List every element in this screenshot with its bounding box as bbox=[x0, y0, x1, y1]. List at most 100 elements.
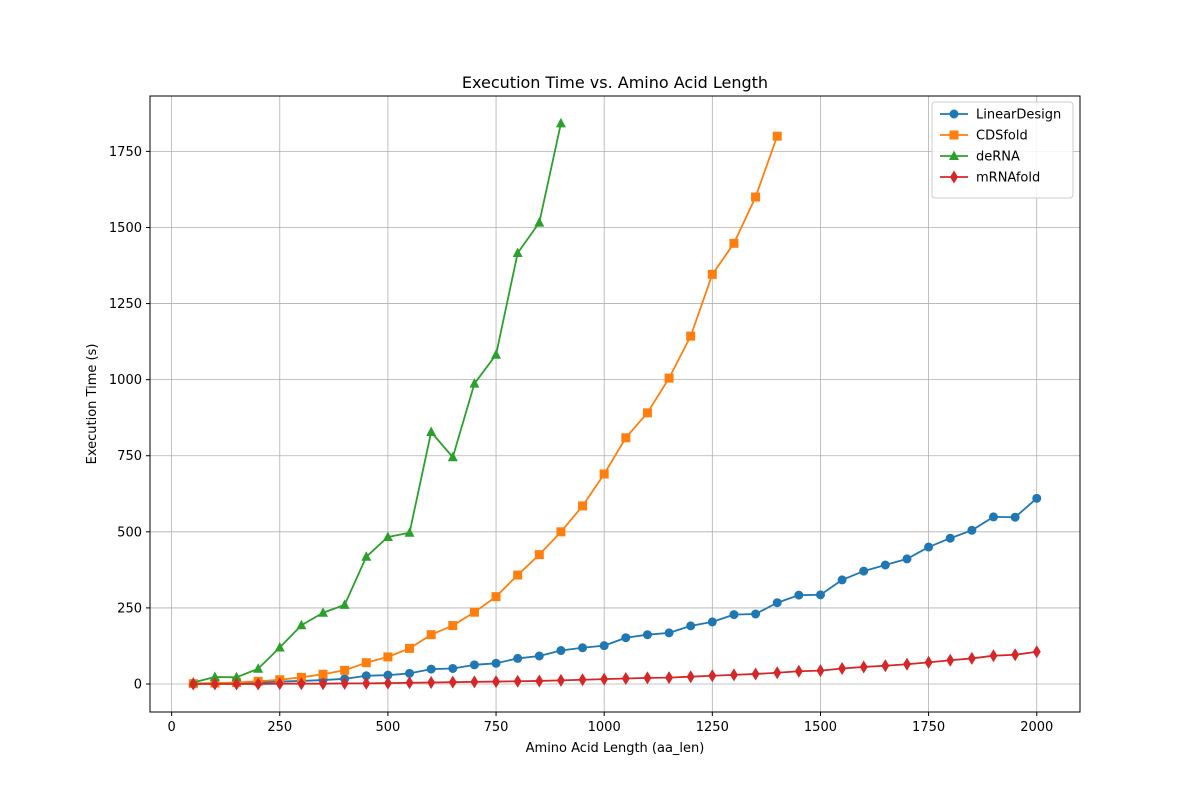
data-point-lineardesign bbox=[642, 630, 652, 640]
data-point-lineardesign bbox=[383, 670, 393, 680]
data-point-cdsfold bbox=[448, 621, 458, 631]
legend-item-mrnafold: mRNAfold bbox=[940, 170, 1040, 186]
data-point-lineardesign bbox=[837, 575, 847, 585]
data-point-lineardesign bbox=[924, 542, 934, 552]
data-point-mrnafold bbox=[816, 664, 825, 678]
data-point-mrnafold bbox=[362, 676, 371, 690]
data-point-derna bbox=[253, 663, 264, 673]
legend-item-cdsfold: CDSfold bbox=[940, 129, 1028, 144]
legend-item-derna: deRNA bbox=[940, 150, 1020, 165]
data-point-cdsfold bbox=[491, 592, 501, 602]
data-point-derna bbox=[339, 599, 350, 609]
data-point-mrnafold bbox=[254, 677, 263, 691]
data-point-cdsfold bbox=[621, 433, 631, 443]
legend-marker-derna bbox=[949, 150, 959, 160]
data-point-derna bbox=[361, 551, 372, 561]
data-point-derna bbox=[382, 531, 393, 541]
legend: LinearDesign CDSfold deRNA mRNAfold bbox=[931, 101, 1074, 199]
data-point-cdsfold bbox=[405, 643, 415, 653]
data-point-cdsfold bbox=[578, 501, 588, 511]
data-point-mrnafold bbox=[189, 677, 198, 691]
data-point-lineardesign bbox=[880, 560, 890, 570]
y-tick-label: 250 bbox=[117, 601, 142, 616]
legend-label: CDSfold bbox=[976, 129, 1028, 144]
data-point-cdsfold bbox=[513, 570, 523, 580]
data-point-lineardesign bbox=[988, 512, 998, 522]
data-point-derna bbox=[491, 349, 502, 359]
data-point-derna bbox=[426, 426, 437, 436]
data-point-derna bbox=[296, 619, 307, 630]
data-point-cdsfold bbox=[534, 550, 544, 560]
data-point-derna bbox=[231, 671, 242, 682]
data-point-mrnafold bbox=[210, 677, 219, 691]
data-point-cdsfold bbox=[642, 408, 652, 418]
data-point-lineardesign bbox=[794, 590, 804, 600]
data-point-mrnafold bbox=[578, 673, 587, 687]
data-point-derna bbox=[209, 671, 220, 681]
data-point-derna bbox=[274, 641, 285, 652]
data-point-derna bbox=[404, 527, 415, 537]
x-tick-label: 250 bbox=[267, 720, 292, 735]
data-point-lineardesign bbox=[621, 633, 631, 643]
data-point-lineardesign bbox=[664, 628, 674, 638]
data-point-lineardesign bbox=[945, 533, 955, 543]
data-point-lineardesign bbox=[686, 621, 696, 631]
data-point-cdsfold bbox=[556, 527, 566, 537]
data-point-mrnafold bbox=[448, 675, 457, 689]
data-point-cdsfold bbox=[664, 373, 674, 383]
legend-box bbox=[931, 101, 1074, 199]
y-tick-label: 500 bbox=[117, 525, 142, 540]
data-point-mrnafold bbox=[708, 669, 717, 683]
data-point-mrnafold bbox=[729, 668, 738, 682]
data-point-mrnafold bbox=[902, 657, 911, 671]
data-point-cdsfold bbox=[686, 331, 696, 341]
data-point-lineardesign bbox=[772, 598, 782, 608]
data-point-lineardesign bbox=[426, 664, 436, 674]
data-point-mrnafold bbox=[838, 661, 847, 675]
series-line-cdsfold bbox=[193, 135, 779, 685]
legend-label: mRNAfold bbox=[976, 171, 1040, 186]
data-point-mrnafold bbox=[621, 672, 630, 686]
chart-title: Execution Time vs. Amino Acid Length bbox=[462, 73, 768, 92]
data-point-mrnafold bbox=[924, 655, 933, 669]
x-tick-label: 1000 bbox=[588, 720, 621, 735]
data-point-cdsfold bbox=[707, 269, 717, 279]
data-point-cdsfold bbox=[751, 192, 761, 202]
data-point-lineardesign bbox=[599, 641, 609, 651]
data-point-cdsfold bbox=[772, 131, 782, 141]
legend-item-lineardesign: LinearDesign bbox=[940, 108, 1061, 123]
x-axis-label: Amino Acid Length (aa_len) bbox=[526, 741, 705, 756]
data-point-derna bbox=[318, 607, 329, 617]
x-tick-label: 1750 bbox=[912, 720, 945, 735]
data-point-cdsfold bbox=[383, 652, 393, 662]
ticks: 0 250 500 750 1000 1250 1500 1750 2000 0 250 500 750… bbox=[109, 145, 1053, 735]
data-point-mrnafold bbox=[319, 677, 328, 691]
legend-label: deRNA bbox=[976, 150, 1020, 165]
data-point-lineardesign bbox=[513, 653, 523, 663]
y-tick-label: 750 bbox=[117, 449, 142, 464]
data-point-derna bbox=[447, 451, 458, 462]
legend-marker-lineardesign bbox=[949, 109, 959, 119]
y-tick-label: 1750 bbox=[109, 145, 142, 160]
data-point-mrnafold bbox=[946, 653, 955, 667]
data-point-lineardesign bbox=[707, 617, 717, 627]
data-point-cdsfold bbox=[729, 238, 739, 248]
data-point-lineardesign bbox=[469, 660, 479, 670]
data-point-lineardesign bbox=[534, 651, 544, 661]
data-point-mrnafold bbox=[881, 659, 890, 673]
data-point-derna bbox=[512, 247, 523, 258]
data-point-lineardesign bbox=[361, 671, 371, 681]
data-point-lineardesign bbox=[448, 663, 458, 673]
data-point-lineardesign bbox=[1010, 512, 1020, 522]
grid bbox=[150, 96, 1080, 712]
data-point-mrnafold bbox=[967, 651, 976, 665]
data-point-mrnafold bbox=[773, 666, 782, 680]
data-point-mrnafold bbox=[989, 649, 998, 663]
legend-marker-mrnafold bbox=[950, 170, 958, 184]
x-tick-label: 2000 bbox=[1020, 720, 1053, 735]
data-point-mrnafold bbox=[859, 660, 868, 674]
series-mrnafold bbox=[189, 645, 1041, 691]
data-point-lineardesign bbox=[405, 668, 415, 678]
data-point-lineardesign bbox=[556, 646, 566, 656]
data-point-mrnafold bbox=[794, 664, 803, 678]
